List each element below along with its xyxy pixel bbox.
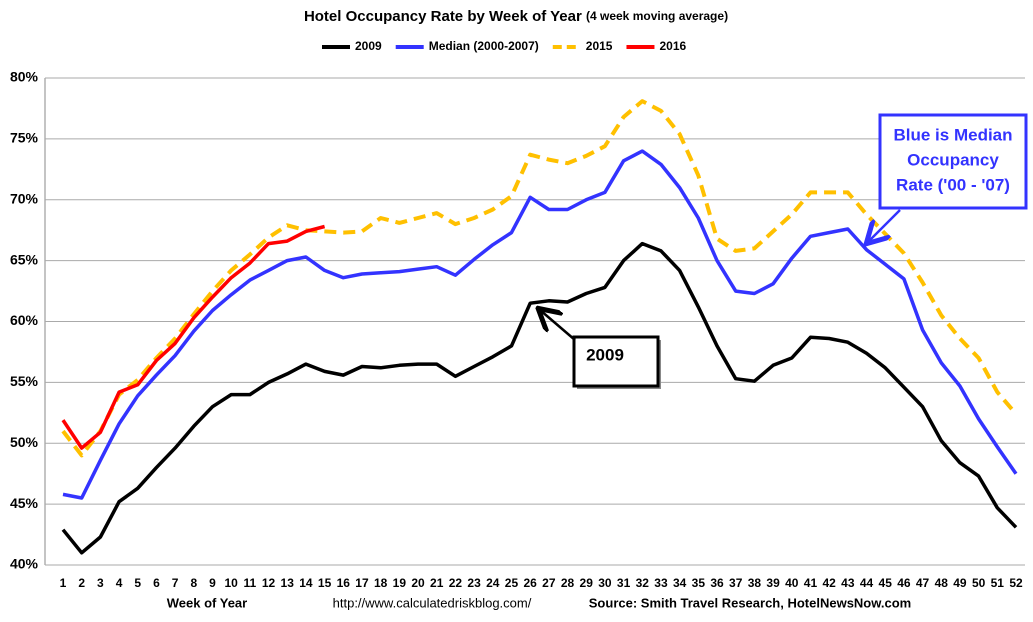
series-line bbox=[61, 224, 326, 450]
x-tick-label: 43 bbox=[841, 576, 855, 590]
x-tick-label: 34 bbox=[673, 576, 687, 590]
subtitle: (4 week moving average) bbox=[586, 9, 728, 23]
x-tick-label: 32 bbox=[636, 576, 650, 590]
y-tick-label: 75% bbox=[10, 130, 39, 146]
x-tick-label: 11 bbox=[244, 576, 257, 590]
x-tick-label: 20 bbox=[411, 576, 425, 590]
x-tick-label: 45 bbox=[879, 576, 893, 590]
x-tick-label: 22 bbox=[449, 576, 463, 590]
x-tick-label: 40 bbox=[785, 576, 799, 590]
annotation-box bbox=[878, 113, 1028, 210]
x-tick-label: 44 bbox=[860, 576, 874, 590]
x-tick-label: 1 bbox=[60, 576, 67, 590]
source: Source: Smith Travel Research, HotelNews… bbox=[589, 595, 911, 610]
annotations: Blue is Median Occupancy Rate ('00 - '07) 2… bbox=[540, 113, 1028, 389]
x-tick-label: 25 bbox=[505, 576, 519, 590]
x-tick-label: 6 bbox=[153, 576, 160, 590]
arrow bbox=[868, 209, 901, 242]
y-tick-label: 40% bbox=[10, 556, 39, 572]
x-tick-label: 14 bbox=[299, 576, 313, 590]
series-line bbox=[61, 241, 1018, 555]
legend-label: 2015 bbox=[586, 39, 613, 53]
chart-title: Hotel Occupancy Rate by Week of Year (4 … bbox=[304, 8, 728, 25]
x-tick-label: 23 bbox=[467, 576, 481, 590]
y-tick-label: 55% bbox=[10, 373, 39, 389]
x-tick-label: 10 bbox=[224, 576, 238, 590]
x-tick-label: 9 bbox=[209, 576, 216, 590]
y-tick-label: 45% bbox=[10, 495, 39, 511]
arrow bbox=[540, 310, 576, 341]
x-tick-label: 49 bbox=[953, 576, 967, 590]
legend-label: Median (2000-2007) bbox=[429, 39, 539, 53]
x-tick-label: 52 bbox=[1009, 576, 1023, 590]
x-tick-label: 50 bbox=[972, 576, 986, 590]
x-tick-label: 41 bbox=[804, 576, 818, 590]
annotation-box bbox=[572, 335, 660, 388]
y-tick-label: 60% bbox=[10, 312, 39, 328]
x-tick-label: 15 bbox=[318, 576, 332, 590]
annotation-text: 2009 bbox=[586, 345, 624, 364]
y-tick-label: 70% bbox=[10, 190, 39, 206]
x-tick-label: 35 bbox=[692, 576, 706, 590]
annotation-text: Blue is Median bbox=[893, 125, 1012, 144]
x-tick-label: 26 bbox=[523, 576, 537, 590]
x-tick-label: 51 bbox=[991, 576, 1005, 590]
x-tick-label: 42 bbox=[822, 576, 836, 590]
plot: 40%45%50%55%60%65%70%75%80%1 2 3 4 5 6 7 8 9 10 11… bbox=[10, 69, 1025, 590]
x-tick-label: 7 bbox=[172, 576, 179, 590]
series-line bbox=[61, 99, 1018, 458]
x-tick-label: 16 bbox=[337, 576, 351, 590]
y-tick-label: 65% bbox=[10, 251, 39, 267]
x-tick-label: 33 bbox=[654, 576, 668, 590]
x-tick-label: 47 bbox=[916, 576, 930, 590]
x-tick-label: 4 bbox=[116, 576, 123, 590]
x-tick-label: 46 bbox=[897, 576, 911, 590]
x-tick-label: 36 bbox=[710, 576, 724, 590]
x-tick-label: 48 bbox=[935, 576, 949, 590]
y-tick-label: 50% bbox=[10, 434, 39, 450]
x-tick-label: 31 bbox=[617, 576, 631, 590]
x-tick-label: 28 bbox=[561, 576, 575, 590]
x-tick-label: 17 bbox=[355, 576, 369, 590]
x-tick-label: 12 bbox=[262, 576, 276, 590]
legend: 2009 Median (2000-2007) 2015 2016 bbox=[322, 39, 686, 53]
x-tick-label: 27 bbox=[542, 576, 556, 590]
x-tick-label: 2 bbox=[78, 576, 85, 590]
x-tick-label: 3 bbox=[97, 576, 104, 590]
x-tick-label: 21 bbox=[430, 576, 444, 590]
legend-label: 2016 bbox=[659, 39, 686, 53]
x-tick-label: 5 bbox=[134, 576, 141, 590]
title: Hotel Occupancy Rate by Week of Year bbox=[304, 8, 582, 25]
y-tick-label: 80% bbox=[10, 69, 39, 85]
x-tick-label: 38 bbox=[748, 576, 762, 590]
x-tick-label: 8 bbox=[190, 576, 197, 590]
x-tick-label: 24 bbox=[486, 576, 500, 590]
annotation-text: Occupancy bbox=[907, 150, 999, 169]
x-tick-label: 19 bbox=[393, 576, 407, 590]
x-tick-label: 29 bbox=[580, 576, 594, 590]
annotation-text: Rate ('00 - '07) bbox=[896, 175, 1010, 194]
x-tick-label: 18 bbox=[374, 576, 388, 590]
x-axis-label: Week of Year bbox=[167, 595, 247, 610]
x-tick-label: 13 bbox=[281, 576, 295, 590]
legend-label: 2009 bbox=[355, 39, 382, 53]
x-tick-label: 37 bbox=[729, 576, 743, 590]
x-tick-label: 30 bbox=[598, 576, 612, 590]
url: http://www.calculatedriskblog.com/ bbox=[333, 595, 532, 610]
x-tick-label: 39 bbox=[766, 576, 780, 590]
series-line bbox=[62, 149, 1018, 500]
